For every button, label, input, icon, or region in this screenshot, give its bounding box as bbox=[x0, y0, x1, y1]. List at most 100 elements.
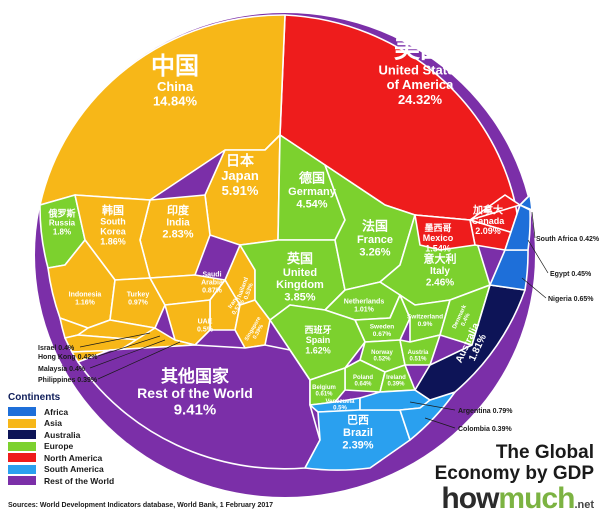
callout-line-south-africa bbox=[531, 211, 536, 239]
label-japan-zh: 日本 bbox=[226, 152, 255, 168]
callout-line-egypt bbox=[527, 239, 549, 274]
label-thailand-value: 0.53% bbox=[244, 282, 256, 301]
legend-item-europe: Europe bbox=[8, 441, 188, 453]
brand-block: The Global Economy by GDP howmuch.net bbox=[435, 442, 594, 520]
chart-title: The Global Economy by GDP bbox=[435, 442, 594, 484]
label-canada-zh: 加拿大 bbox=[472, 204, 503, 217]
callout-colombia: Colombia 0.39% bbox=[458, 426, 512, 433]
cell-uae bbox=[164, 299, 211, 346]
label-south-korea-zh: 韩国 bbox=[102, 203, 124, 217]
callout-line-colombia bbox=[424, 417, 456, 429]
legend-label: Asia bbox=[44, 418, 62, 429]
label-ireland-value: 0.39% bbox=[387, 382, 405, 388]
label-germany-name-0: Germany bbox=[288, 186, 337, 198]
callout-line-israel bbox=[79, 332, 151, 348]
label-canada-value: 2.09% bbox=[475, 226, 501, 236]
label-switzerland-value: 0.9% bbox=[418, 321, 433, 328]
label-venezuela-value: 0.5% bbox=[333, 406, 347, 412]
label-saudi-arabia-name-1: Arabia bbox=[201, 280, 223, 287]
label-netherlands-value: 1.01% bbox=[354, 306, 375, 313]
label-china-zh: 中国 bbox=[151, 53, 199, 80]
callout-malaysia: Malaysia 0.4% bbox=[38, 366, 86, 373]
callout-argentina: Argentina 0.79% bbox=[458, 408, 513, 415]
legend-item-south-america: South America bbox=[8, 464, 188, 476]
label-austria-value: 0.51% bbox=[409, 357, 427, 363]
label-poland-value: 0.64% bbox=[354, 382, 372, 388]
howmuch-logo: howmuch.net bbox=[435, 484, 594, 520]
logo-net: .net bbox=[574, 499, 594, 511]
label-india-name-0: India bbox=[166, 218, 190, 229]
callout-line-nigeria bbox=[521, 277, 547, 299]
label-mexico-name-0: Mexico bbox=[423, 233, 454, 243]
legend-title: Continents bbox=[8, 392, 61, 403]
label-germany-zh: 德国 bbox=[299, 170, 325, 185]
label-indonesia-value: 1.16% bbox=[75, 299, 96, 306]
legend-swatch bbox=[8, 453, 36, 463]
label-mexico-zh: 墨西哥 bbox=[424, 223, 451, 233]
label-italy-zh: 意大利 bbox=[424, 252, 457, 266]
label-south-korea-name-0: South bbox=[100, 216, 126, 226]
label-rest-of-the-world-name-0: Rest of the World bbox=[137, 385, 253, 401]
callout-line-hong-kong bbox=[97, 335, 161, 357]
legend-swatch bbox=[8, 407, 36, 417]
label-turkey-value: 0.97% bbox=[128, 299, 149, 306]
label-united-states-of-america-name-1: of America bbox=[387, 77, 454, 92]
label-switzerland-name-0: Switzerland bbox=[407, 314, 443, 321]
callout-line-philippines bbox=[97, 341, 181, 380]
legend-swatch bbox=[8, 441, 36, 451]
label-mexico-value: 1.54% bbox=[425, 243, 451, 253]
legend-item-australia: Australia bbox=[8, 429, 188, 441]
label-france-zh: 法国 bbox=[362, 218, 388, 233]
label-united-kingdom-value: 3.85% bbox=[284, 292, 315, 304]
callout-israel: Israel 0.4% bbox=[38, 345, 75, 352]
label-south-korea-value: 1.86% bbox=[100, 236, 126, 246]
label-italy-name-0: Italy bbox=[430, 266, 450, 277]
callout-line-malaysia bbox=[89, 339, 166, 369]
cell-austria bbox=[399, 334, 441, 366]
label-russia-value: 1.8% bbox=[53, 227, 71, 236]
callout-philippines: Philippines 0.39% bbox=[38, 377, 98, 384]
legend: Continents Africa Asia Australia Europe Nort… bbox=[8, 392, 188, 487]
label-spain-zh: 西班牙 bbox=[304, 324, 331, 335]
logo-much: much bbox=[498, 482, 575, 515]
legend-label: Africa bbox=[44, 406, 69, 417]
label-france-name-0: France bbox=[357, 234, 393, 246]
legend-label: Rest of the World bbox=[44, 475, 115, 486]
chart-title-line-2: Economy by GDP bbox=[434, 463, 594, 484]
label-united-states-of-america-name-0: United States bbox=[378, 63, 461, 78]
label-south-korea-name-1: Korea bbox=[100, 226, 127, 236]
label-brazil-value: 2.39% bbox=[342, 439, 373, 451]
label-belgium-value: 0.61% bbox=[315, 392, 333, 398]
label-turkey-name-0: Turkey bbox=[127, 292, 150, 299]
cell-turkey bbox=[109, 277, 166, 329]
label-saudi-arabia-value: 0.87% bbox=[202, 287, 223, 294]
label-france-value: 3.26% bbox=[359, 246, 390, 258]
legend-swatch bbox=[8, 476, 36, 486]
logo-how: how bbox=[441, 482, 499, 515]
label-united-kingdom-name-1: Kingdom bbox=[276, 279, 324, 291]
label-rest-of-the-world-zh: 其他国家 bbox=[161, 366, 229, 386]
label-venezuela-name-0: Venezuela bbox=[325, 399, 355, 405]
label-brazil-zh: 巴西 bbox=[347, 414, 369, 427]
label-denmark-value: 0.4% bbox=[460, 312, 471, 328]
label-india-value: 2.83% bbox=[162, 229, 193, 241]
label-sweden-name-0: Sweden bbox=[370, 324, 395, 331]
label-rest-of-the-world-value: 9.41% bbox=[174, 402, 217, 419]
label-united-kingdom-zh: 英国 bbox=[286, 251, 313, 266]
legend-label: Europe bbox=[44, 441, 74, 452]
